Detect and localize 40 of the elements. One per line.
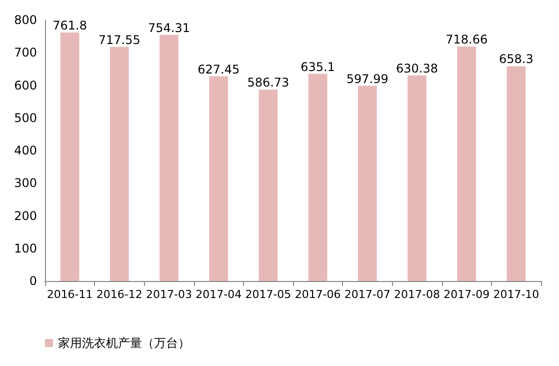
data-label: 630.38 bbox=[396, 61, 438, 76]
x-tick-label: 2016-12 bbox=[96, 288, 142, 301]
bar bbox=[209, 76, 228, 281]
y-tick-label: 800 bbox=[14, 13, 37, 27]
data-label: 754.31 bbox=[148, 20, 190, 35]
x-tick-label: 2017-03 bbox=[146, 288, 192, 301]
data-label: 717.55 bbox=[98, 32, 140, 47]
bar bbox=[457, 46, 476, 281]
data-label: 586.73 bbox=[247, 76, 290, 90]
y-tick-label: 600 bbox=[14, 78, 37, 92]
x-tick-label: 2016-11 bbox=[46, 288, 93, 301]
bar bbox=[408, 75, 426, 281]
x-tick-label: 2017-04 bbox=[196, 288, 242, 301]
bar bbox=[258, 90, 278, 281]
y-tick-label: 0 bbox=[29, 274, 37, 288]
y-tick-label: 400 bbox=[14, 144, 37, 158]
x-tick-label: 2017-06 bbox=[294, 288, 341, 301]
x-tick-label: 2017-07 bbox=[344, 288, 390, 301]
y-tick-label: 700 bbox=[14, 46, 37, 60]
data-label: 761.8 bbox=[52, 18, 87, 32]
legend-label: 家用洗衣机产量（万台） bbox=[58, 336, 190, 350]
data-label: 718.66 bbox=[446, 32, 488, 47]
x-tick-label: 2017-05 bbox=[245, 288, 292, 301]
y-tick-label: 300 bbox=[14, 176, 37, 190]
bar bbox=[60, 32, 80, 281]
x-tick-label: 2017-08 bbox=[394, 288, 440, 301]
bar bbox=[506, 66, 526, 281]
data-label: 658.3 bbox=[499, 52, 534, 66]
y-tick-label: 200 bbox=[14, 208, 37, 223]
y-tick-label: 500 bbox=[14, 110, 37, 125]
data-label: 627.45 bbox=[198, 62, 240, 76]
x-tick-label: 2017-10 bbox=[493, 288, 540, 301]
bar bbox=[110, 46, 129, 281]
bar bbox=[160, 34, 178, 281]
y-tick-label: 100 bbox=[14, 241, 37, 256]
x-tick-label: 2017-09 bbox=[444, 288, 490, 301]
data-label: 597.99 bbox=[346, 72, 388, 86]
data-label: 635.1 bbox=[300, 60, 335, 74]
bar bbox=[308, 74, 328, 281]
bar bbox=[358, 86, 377, 281]
